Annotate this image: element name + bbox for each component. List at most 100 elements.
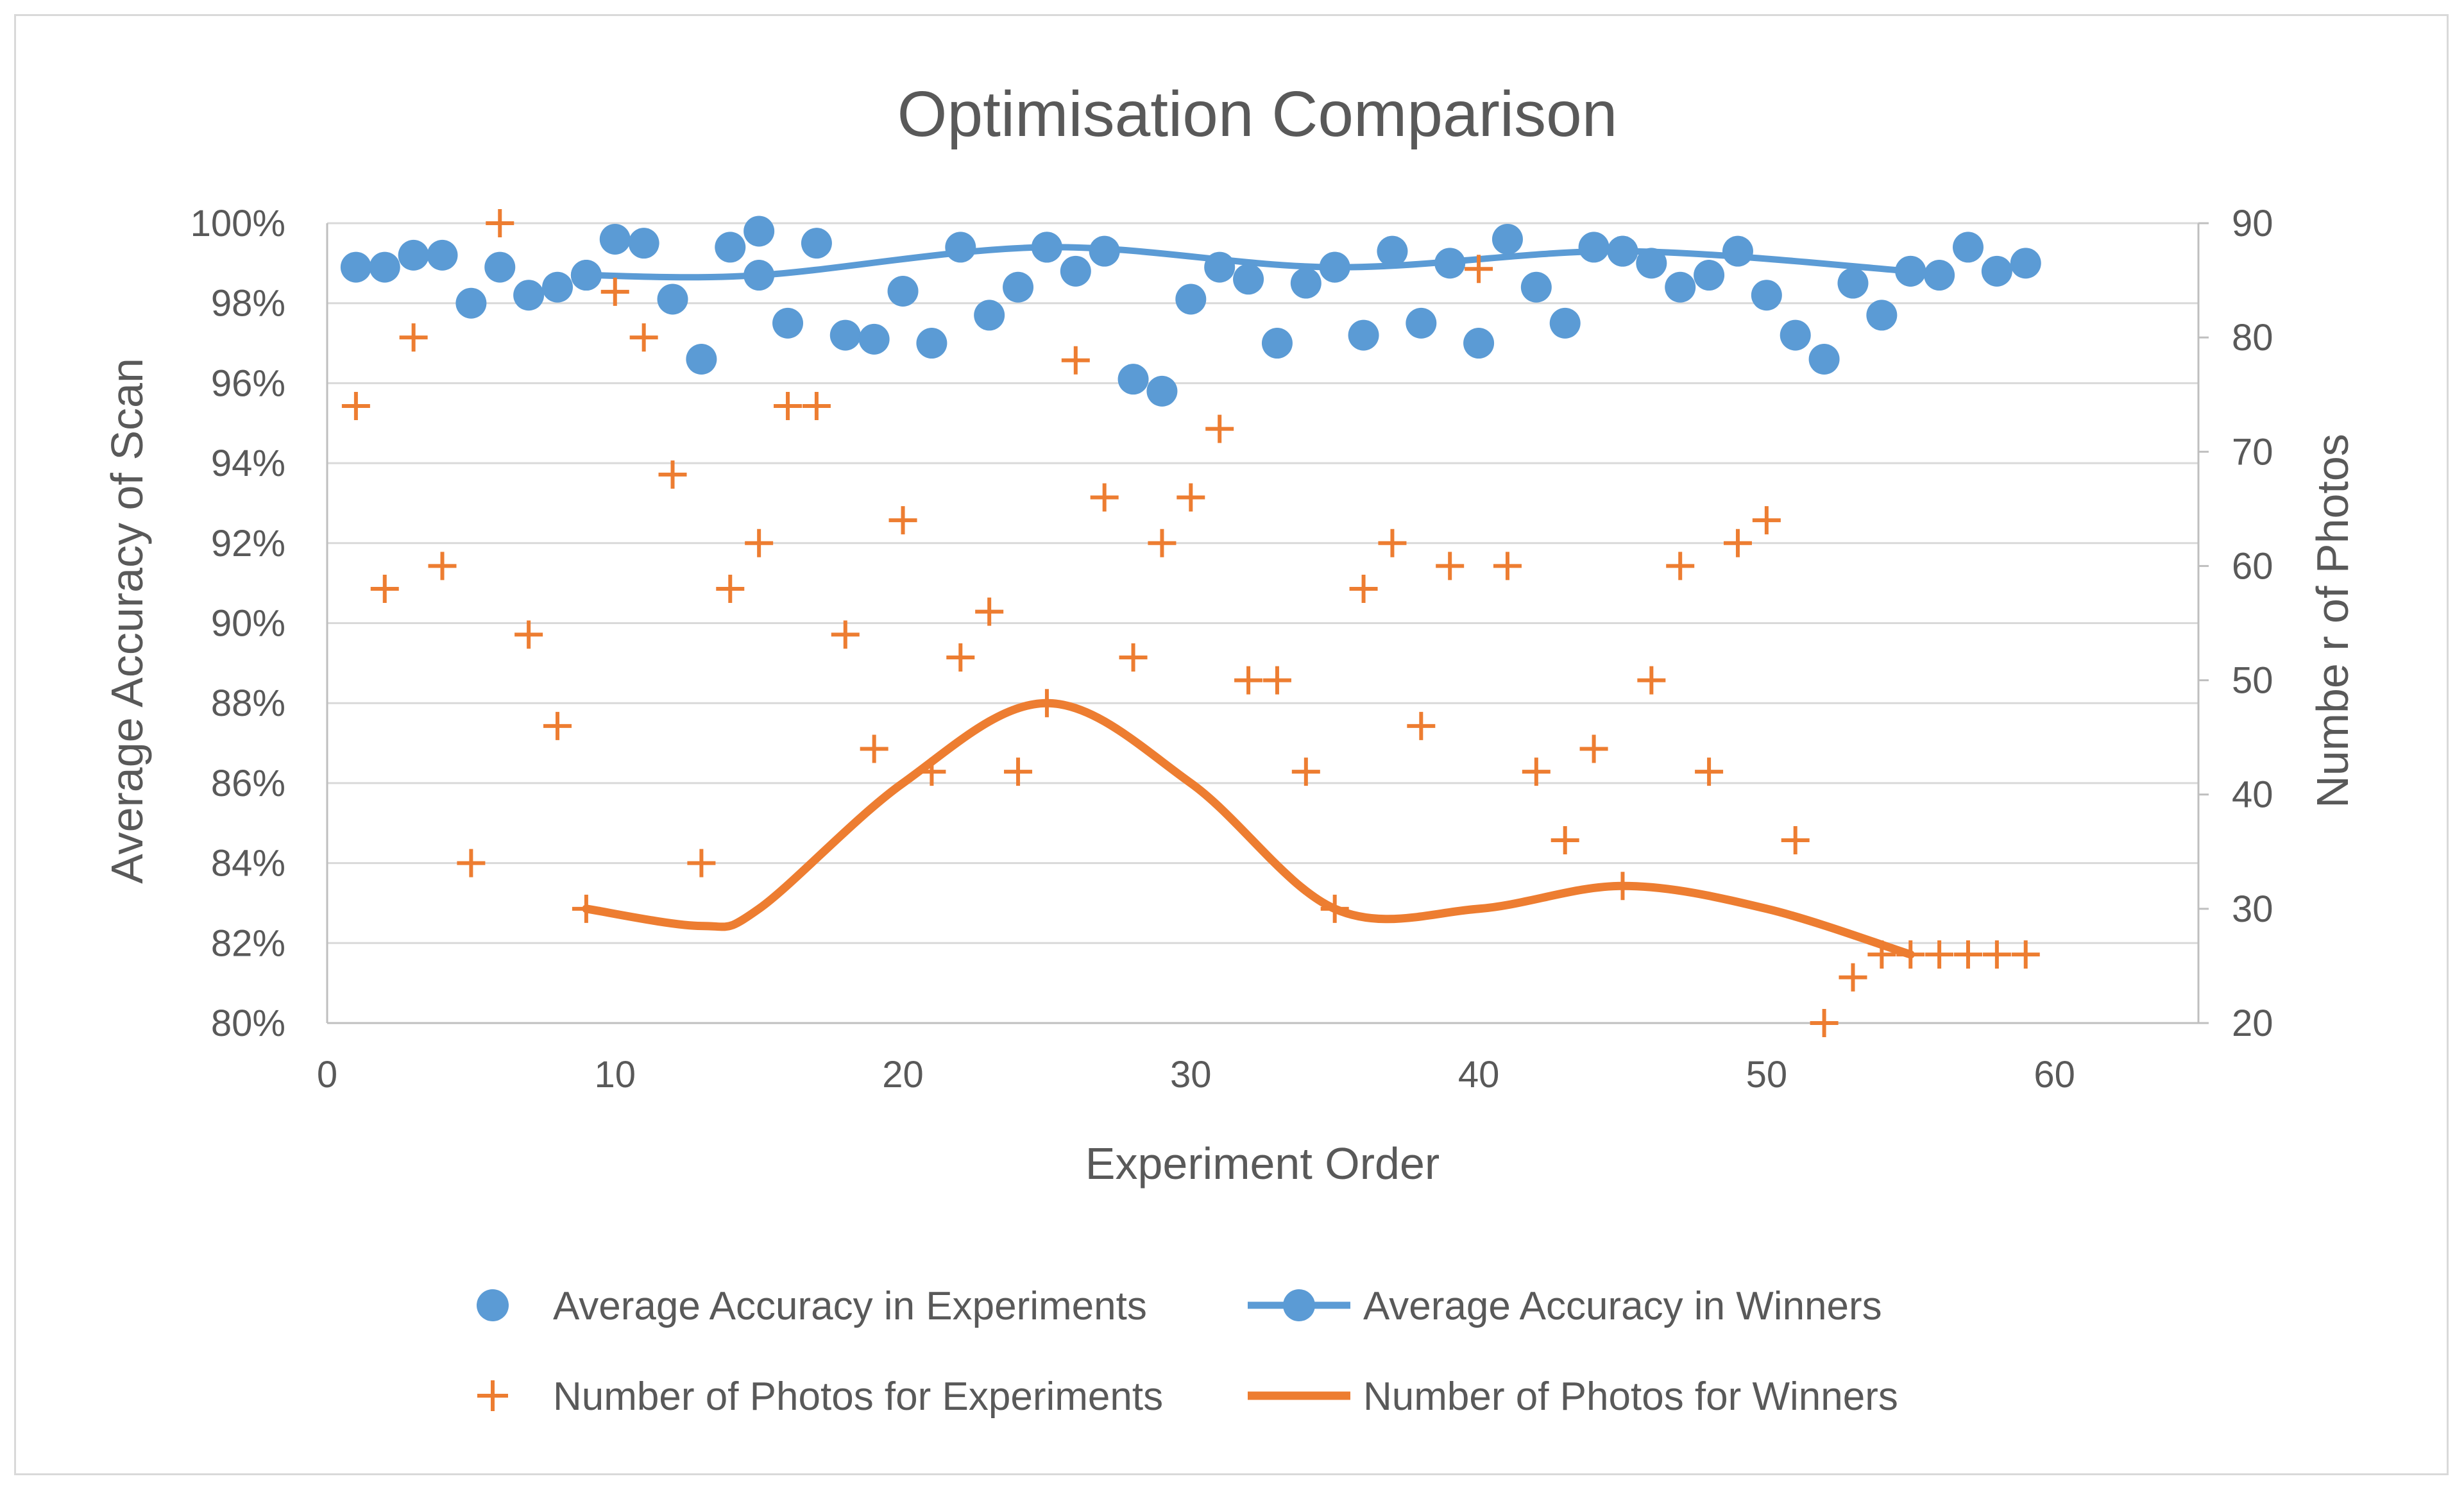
plot-area — [340, 209, 2041, 1037]
photos-experiment-point — [1925, 940, 1954, 969]
accuracy-winner-point — [1319, 251, 1350, 283]
photos-experiment-point — [486, 209, 514, 237]
accuracy-winner-point — [570, 260, 602, 291]
legend-item-accuracy-experiments: Average Accuracy in Experiments — [477, 1284, 1147, 1328]
photos-experiment-point — [370, 575, 399, 604]
accuracy-experiment-point — [772, 307, 804, 339]
right-axis-ticks: 20 30 40 50 60 70 80 90 — [2198, 203, 2273, 1044]
photos-experiment-point — [1465, 255, 1493, 284]
legend-label: Average Accuracy in Winners — [1363, 1284, 1882, 1328]
photos-experiment-point — [543, 711, 572, 740]
photos-experiment-point — [658, 460, 687, 489]
photos-experiment-point — [1695, 758, 1724, 786]
accuracy-experiment-point — [916, 328, 947, 359]
photos-experiment-point — [1205, 414, 1234, 443]
x-tick-label: 20 — [882, 1054, 924, 1096]
legend-item-photos-winners: Number of Photos for Winners — [1248, 1375, 1898, 1419]
left-tick-label: 88% — [211, 682, 285, 724]
accuracy-experiment-point — [369, 251, 400, 283]
photos-experiment-point — [1637, 666, 1666, 695]
accuracy-winner-point — [1607, 235, 1638, 267]
photos-experiment-point — [1320, 894, 1349, 923]
right-tick-label: 20 — [2232, 1003, 2273, 1044]
photos-experiment-point — [1436, 552, 1465, 580]
right-tick-label: 80 — [2232, 317, 2273, 359]
photos-experiment-point — [1579, 734, 1608, 763]
accuracy-experiment-point — [427, 239, 458, 271]
photos-experiment-point — [1982, 940, 2011, 969]
accuracy-experiment-point — [945, 232, 976, 263]
x-tick-label: 30 — [1170, 1054, 1212, 1096]
accuracy-experiment-point — [1060, 255, 1091, 287]
left-tick-label: 82% — [211, 922, 285, 964]
accuracy-experiment-point — [1491, 223, 1523, 255]
accuracy-experiment-point — [1636, 248, 1667, 279]
x-tick-label: 60 — [2034, 1054, 2075, 1096]
photos-experiment-point — [1234, 666, 1263, 695]
photos-experiment-point — [1119, 643, 1148, 672]
photos-experiment-point — [831, 620, 860, 649]
right-axis-title: Numbe r of Photos — [2307, 434, 2358, 808]
photos-experiment-point — [399, 323, 428, 352]
photos-experiment-point — [917, 758, 946, 786]
left-tick-label: 92% — [211, 523, 285, 564]
photos-experiment-point — [687, 849, 716, 877]
accuracy-experiment-point — [484, 251, 516, 283]
accuracy-experiment-point — [398, 239, 429, 271]
accuracy-experiment-point — [542, 271, 574, 303]
accuracy-experiment-point — [887, 275, 919, 307]
accuracy-experiment-point — [1981, 255, 2012, 287]
legend: Average Accuracy in Experiments Average … — [477, 1284, 1898, 1419]
accuracy-experiment-point — [657, 284, 688, 315]
photos-experiment-point — [1551, 825, 1579, 854]
right-tick-label: 30 — [2232, 888, 2273, 930]
accuracy-experiment-point — [1837, 267, 1869, 299]
legend-circle-marker — [1283, 1289, 1315, 1321]
photos-experiment-point — [1522, 758, 1551, 786]
right-tick-label: 70 — [2232, 431, 2273, 473]
photos-experiment-point — [975, 597, 1004, 626]
legend-circle-marker — [477, 1289, 509, 1321]
photos-experiment-point — [1493, 552, 1522, 580]
x-tick-label: 50 — [1746, 1054, 1788, 1096]
accuracy-experiment-point — [340, 251, 371, 283]
accuracy-experiment-point — [1952, 232, 1984, 263]
left-tick-label: 98% — [211, 283, 285, 325]
accuracy-experiment-point — [686, 343, 717, 375]
left-tick-label: 86% — [211, 763, 285, 804]
photos-experiment-point — [457, 849, 486, 877]
x-tick-label: 10 — [595, 1054, 636, 1096]
left-tick-label: 94% — [211, 443, 285, 484]
x-tick-label: 0 — [317, 1054, 337, 1096]
photos-experiment-point — [1177, 483, 1205, 512]
photos-experiment-point — [1407, 711, 1436, 740]
legend-item-accuracy-winners: Average Accuracy in Winners — [1248, 1284, 1882, 1328]
photos-experiment-point — [629, 323, 658, 352]
accuracy-experiment-point — [801, 228, 832, 259]
accuracy-experiment-point — [1665, 271, 1696, 303]
axes — [326, 223, 2200, 1024]
right-tick-label: 90 — [2232, 203, 2273, 244]
accuracy-experiment-point — [715, 232, 746, 263]
accuracy-experiment-point — [1549, 307, 1581, 339]
photos-winners-line — [582, 698, 1915, 959]
legend-label: Number of Photos for Winners — [1363, 1375, 1898, 1419]
legend-plus-marker — [477, 1380, 508, 1411]
accuracy-experiment-point — [1290, 267, 1321, 299]
accuracy-experiment-point — [1434, 248, 1466, 279]
accuracy-experiment-point — [1463, 328, 1495, 359]
photos-experiment-point — [888, 506, 917, 535]
accuracy-experiment-point — [1117, 364, 1149, 395]
accuracy-experiment-point — [743, 216, 775, 247]
legend-label: Number of Photos for Experiments — [553, 1375, 1163, 1419]
accuracy-experiment-point — [1204, 251, 1236, 283]
photos-experiment-point — [514, 620, 543, 649]
photos-experiment-point — [946, 643, 975, 672]
accuracy-experiment-point — [1261, 328, 1293, 359]
legend-item-photos-experiments: Number of Photos for Experiments — [477, 1375, 1163, 1419]
accuracy-experiment-point — [628, 228, 659, 259]
accuracy-experiment-point — [1751, 280, 1782, 311]
photos-experiment-point — [1896, 940, 1925, 969]
photos-experiment-point — [1752, 506, 1781, 535]
left-axis-ticks: 80% 82% 84% 86% 88% 90% 92% 94% 96% 98% 100% — [191, 203, 285, 1044]
